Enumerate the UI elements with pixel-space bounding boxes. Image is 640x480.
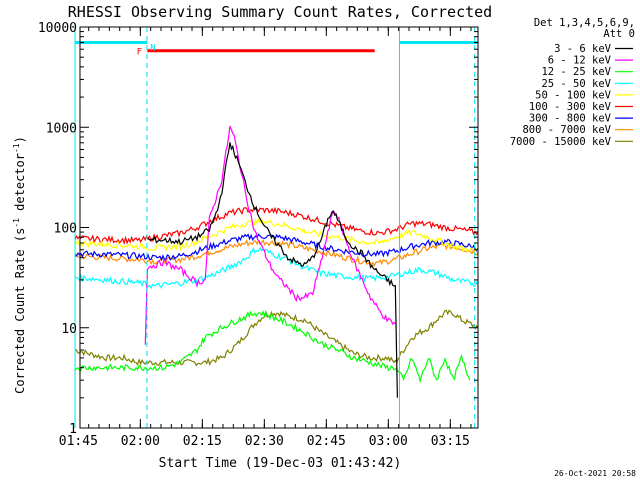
legend-header: Det 1,3,4,5,6,9, xyxy=(534,17,635,29)
series-line xyxy=(74,217,479,253)
series-line xyxy=(74,239,479,267)
series-line xyxy=(147,142,398,398)
series-line xyxy=(75,309,479,367)
x-tick-label: 03:15 xyxy=(431,434,470,449)
legend-label: 12 - 25 keV xyxy=(541,66,611,78)
y-axis-label-part: detector xyxy=(13,153,27,218)
x-tick-label: 02:00 xyxy=(121,434,160,449)
y-tick-label: 10000 xyxy=(38,21,77,36)
plot-frame xyxy=(79,26,479,429)
series-line xyxy=(74,233,479,262)
x-tick-label: 03:00 xyxy=(369,434,408,449)
legend-label: 100 - 300 keV xyxy=(529,101,612,113)
x-axis-label: Start Time (19-Dec-03 01:43:42) xyxy=(159,456,402,471)
legend-header: Att 0 xyxy=(603,28,635,40)
flare-label: F xyxy=(137,48,142,58)
y-tick-label: 1 xyxy=(69,422,77,437)
series-line xyxy=(74,206,479,245)
x-tick-label: 01:45 xyxy=(59,434,98,449)
y-tick-label: 100 xyxy=(54,222,77,237)
legend-label: 50 - 100 keV xyxy=(535,89,612,101)
y-axis-label-part: ) xyxy=(13,136,27,143)
legend-label: 25 - 50 keV xyxy=(541,78,611,90)
y-tick-label: 10 xyxy=(61,322,77,337)
legend-label: 3 - 6 keV xyxy=(554,43,612,55)
legend-label: 300 - 800 keV xyxy=(529,113,612,125)
y-tick-label: 1000 xyxy=(46,121,77,136)
svg-text:Corrected Count Rate (s-1 dete: Corrected Count Rate (s-1 detector-1) xyxy=(12,136,27,394)
series-line xyxy=(74,246,479,290)
x-tick-label: 02:30 xyxy=(245,434,284,449)
x-tick-label: 02:45 xyxy=(307,434,346,449)
night-label: N xyxy=(150,44,155,54)
series-line xyxy=(74,309,471,384)
legend-label: 800 - 7000 keV xyxy=(522,124,611,136)
y-axis-label-superscript: -1 xyxy=(12,143,21,153)
series-layer xyxy=(74,125,479,398)
legend-label: 7000 - 15000 keV xyxy=(510,136,612,148)
series-line xyxy=(144,125,396,345)
legend-label: 6 - 12 keV xyxy=(548,55,612,67)
generation-timestamp: 26-Oct-2021 20:58 xyxy=(554,469,636,478)
y-axis-label: Corrected Count Rate (s-1 detector-1) xyxy=(12,136,27,394)
chart-title: RHESSI Observing Summary Count Rates, Co… xyxy=(68,3,492,21)
x-tick-label: 02:15 xyxy=(183,434,222,449)
y-axis-label-superscript: -1 xyxy=(12,218,21,228)
y-axis-label-part: Corrected Count Rate (s xyxy=(13,228,27,394)
axis-layer: 1 10 100 1000 10000 01:45 02:00 02:15 02:30 02:45… xyxy=(38,21,479,449)
